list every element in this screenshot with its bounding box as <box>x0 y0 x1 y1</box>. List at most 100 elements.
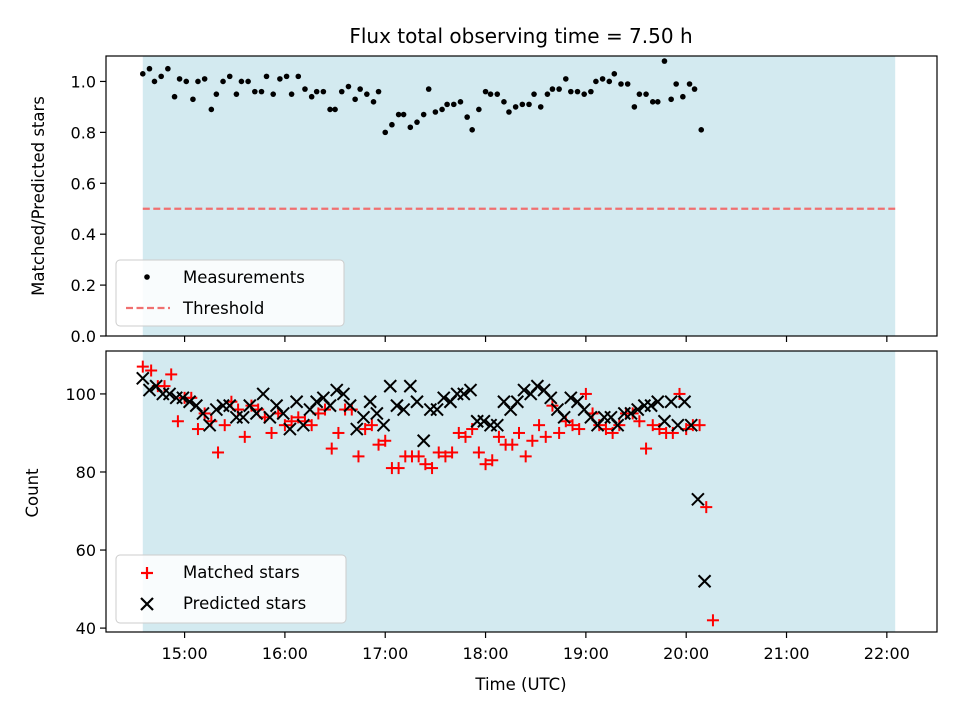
matched-star-point <box>486 454 499 467</box>
measurement-point <box>395 111 402 118</box>
matched-star-point <box>205 415 218 428</box>
measurement-point <box>345 83 352 90</box>
legend-threshold-label: Threshold <box>182 299 264 318</box>
matched-star-point <box>392 462 405 475</box>
measurement-point <box>581 91 588 97</box>
matched-star-point <box>345 403 358 416</box>
predicted-star-point <box>396 402 411 417</box>
predicted-star-point <box>403 379 418 393</box>
predicted-star-point <box>142 383 157 397</box>
predicted-star-point <box>376 418 391 432</box>
predicted-star-point <box>624 406 638 421</box>
matched-star-point <box>693 419 706 432</box>
measurement-point <box>220 78 226 85</box>
predicted-star-point <box>383 379 397 393</box>
measurement-point <box>568 88 574 95</box>
measurement-point <box>258 88 265 95</box>
x-tick-label: 19:00 <box>563 644 609 663</box>
predicted-star-point <box>437 391 451 405</box>
measurement-point <box>432 109 439 115</box>
matched-star-point <box>218 419 231 432</box>
measurement-point <box>370 99 377 105</box>
bottom-panel: 40 60 80 100 15:00 16:00 17:00 18:00 19:00 20:00… <box>23 350 938 694</box>
measurement-point <box>668 96 674 103</box>
x-axis-label: Time (UTC) <box>474 675 566 694</box>
measurement-point <box>476 106 482 113</box>
measurement-point <box>245 78 251 85</box>
predicted-star-point <box>176 391 190 405</box>
matched-star-point <box>559 415 572 428</box>
measurement-point <box>593 78 599 85</box>
legend-measurements-label: Measurements <box>183 268 305 287</box>
legend-matched-marker <box>141 567 153 579</box>
y-tick-label: 60 <box>76 541 96 560</box>
matched-star-point <box>426 462 439 475</box>
y-tick-label: 1.0 <box>71 72 96 91</box>
matched-star-point <box>359 423 372 436</box>
measurement-point <box>686 81 693 87</box>
measurement-point <box>680 93 686 100</box>
matched-star-point <box>633 415 646 428</box>
matched-star-point <box>573 423 586 436</box>
matched-star-point <box>305 419 318 432</box>
measurement-point <box>425 86 432 92</box>
matched-star-point <box>372 438 385 451</box>
matched-star-point <box>459 430 472 443</box>
matched-star-point <box>171 415 184 428</box>
y-tick-label: 0.8 <box>71 123 96 142</box>
measurement-point <box>327 106 333 113</box>
predicted-star-point <box>477 414 491 428</box>
measurement-point <box>277 76 283 82</box>
measurement-point <box>252 88 258 95</box>
measurement-point <box>654 99 661 105</box>
bottom-plot-frame <box>105 350 938 633</box>
predicted-star-point <box>196 406 210 421</box>
predicted-star-point <box>323 398 337 413</box>
measurement-point <box>414 119 420 125</box>
y-tick-label: 100 <box>65 385 96 404</box>
measurement-point <box>332 106 338 113</box>
measurement-point <box>308 93 315 100</box>
predicted-star-point <box>677 395 692 409</box>
measurement-point <box>375 88 382 95</box>
predicted-star-point <box>564 391 578 405</box>
matched-star-point <box>145 364 158 377</box>
top-y-axis-label: Matched/Predicted stars <box>29 96 48 296</box>
measurement-point <box>556 86 562 92</box>
measurement-point <box>494 91 501 97</box>
measurement-point <box>549 86 556 92</box>
measurement-point <box>233 91 240 97</box>
predicted-star-point <box>236 410 250 425</box>
matched-star-point <box>579 387 592 400</box>
matched-star-point <box>533 419 546 432</box>
measurement-point <box>526 101 532 108</box>
x-tick-label: 17:00 <box>362 644 408 663</box>
y-tick-label: 80 <box>76 463 96 482</box>
matched-star-point <box>553 426 566 439</box>
predicted-star-point <box>289 395 304 409</box>
x-tick-label: 16:00 <box>262 644 308 663</box>
predicted-star-point <box>644 398 658 413</box>
measurement-point <box>195 78 201 85</box>
predicted-star-point <box>363 395 377 409</box>
predicted-star-point <box>510 395 525 409</box>
matched-star-point <box>332 426 345 439</box>
predicted-star-point <box>249 406 264 421</box>
predicted-star-point <box>162 387 177 401</box>
predicted-star-point <box>296 418 311 432</box>
measurement-point <box>151 78 158 85</box>
matched-star-point <box>352 450 365 463</box>
measurement-point <box>673 81 679 87</box>
legend-predicted-marker <box>140 597 154 611</box>
measurement-point <box>171 93 178 100</box>
y-tick-label: 0.6 <box>71 174 96 193</box>
predicted-star-point <box>410 395 424 409</box>
predicted-star-point <box>457 387 471 401</box>
measurement-point <box>302 86 308 92</box>
measurement-point <box>364 91 370 97</box>
measurement-point <box>501 99 507 105</box>
y-tick-label: 0.2 <box>71 276 96 295</box>
bottom-legend: Matched stars Predicted stars <box>115 554 347 624</box>
bottom-marks <box>136 360 719 627</box>
measurement-point <box>531 91 537 97</box>
